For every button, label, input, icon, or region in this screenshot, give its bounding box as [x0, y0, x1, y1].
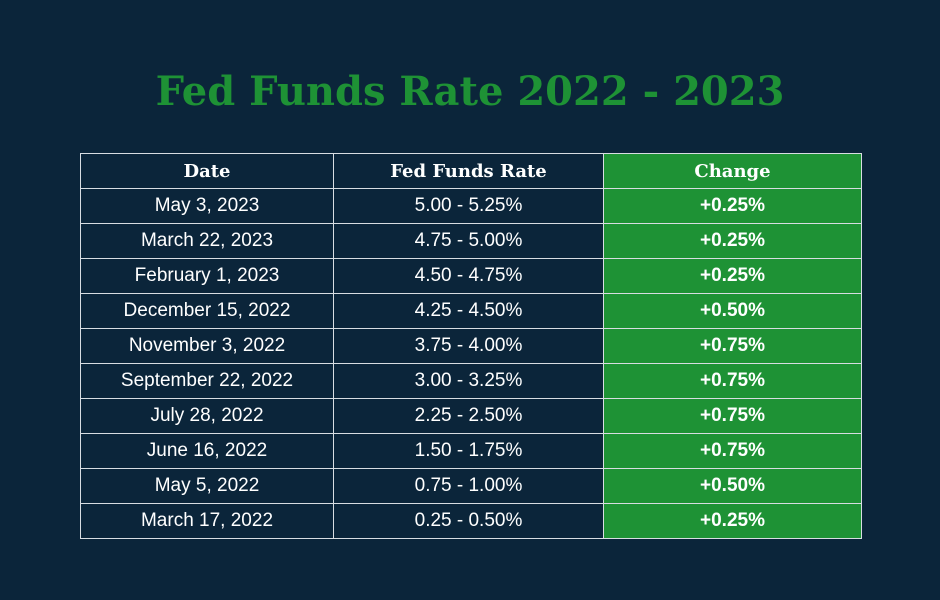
rate-cell: 1.50 - 1.75% [333, 433, 604, 469]
column-header-date: Date [80, 153, 334, 189]
date-cell: May 5, 2022 [80, 468, 334, 504]
date-cell: June 16, 2022 [80, 433, 334, 469]
rate-cell: 4.75 - 5.00% [333, 223, 604, 259]
change-cell: +0.50% [603, 468, 862, 504]
rate-cell: 4.50 - 4.75% [333, 258, 604, 294]
date-cell: December 15, 2022 [80, 293, 334, 329]
date-cell: September 22, 2022 [80, 363, 334, 399]
date-cell: March 17, 2022 [80, 503, 334, 539]
change-cell: +0.75% [603, 433, 862, 469]
change-cell: +0.75% [603, 328, 862, 364]
change-cell: +0.75% [603, 398, 862, 434]
change-cell: +0.50% [603, 293, 862, 329]
table-row: December 15, 2022 4.25 - 4.50% +0.50% [80, 293, 862, 329]
rate-cell: 3.75 - 4.00% [333, 328, 604, 364]
table-row: May 3, 2023 5.00 - 5.25% +0.25% [80, 188, 862, 224]
rate-cell: 0.75 - 1.00% [333, 468, 604, 504]
table-row: February 1, 2023 4.50 - 4.75% +0.25% [80, 258, 862, 294]
date-cell: November 3, 2022 [80, 328, 334, 364]
change-cell: +0.25% [603, 258, 862, 294]
table-row: July 28, 2022 2.25 - 2.50% +0.75% [80, 398, 862, 434]
rate-cell: 0.25 - 0.50% [333, 503, 604, 539]
table-row: November 3, 2022 3.75 - 4.00% +0.75% [80, 328, 862, 364]
table-row: May 5, 2022 0.75 - 1.00% +0.50% [80, 468, 862, 504]
date-cell: February 1, 2023 [80, 258, 334, 294]
change-cell: +0.25% [603, 503, 862, 539]
date-cell: July 28, 2022 [80, 398, 334, 434]
rate-cell: 4.25 - 4.50% [333, 293, 604, 329]
table-header-row: Date Fed Funds Rate Change [80, 153, 862, 189]
column-header-change: Change [603, 153, 862, 189]
date-cell: May 3, 2023 [80, 188, 334, 224]
change-cell: +0.75% [603, 363, 862, 399]
date-cell: March 22, 2023 [80, 223, 334, 259]
column-header-fed-funds-rate: Fed Funds Rate [333, 153, 604, 189]
page-title: Fed Funds Rate 2022 - 2023 [155, 68, 785, 115]
table-row: March 22, 2023 4.75 - 5.00% +0.25% [80, 223, 862, 259]
change-cell: +0.25% [603, 223, 862, 259]
table-row: June 16, 2022 1.50 - 1.75% +0.75% [80, 433, 862, 469]
fed-funds-rate-table: Date Fed Funds Rate Change May 3, 2023 5… [80, 153, 862, 539]
change-cell: +0.25% [603, 188, 862, 224]
table-row: March 17, 2022 0.25 - 0.50% +0.25% [80, 503, 862, 539]
rate-cell: 5.00 - 5.25% [333, 188, 604, 224]
rate-cell: 3.00 - 3.25% [333, 363, 604, 399]
rate-cell: 2.25 - 2.50% [333, 398, 604, 434]
table-row: September 22, 2022 3.00 - 3.25% +0.75% [80, 363, 862, 399]
